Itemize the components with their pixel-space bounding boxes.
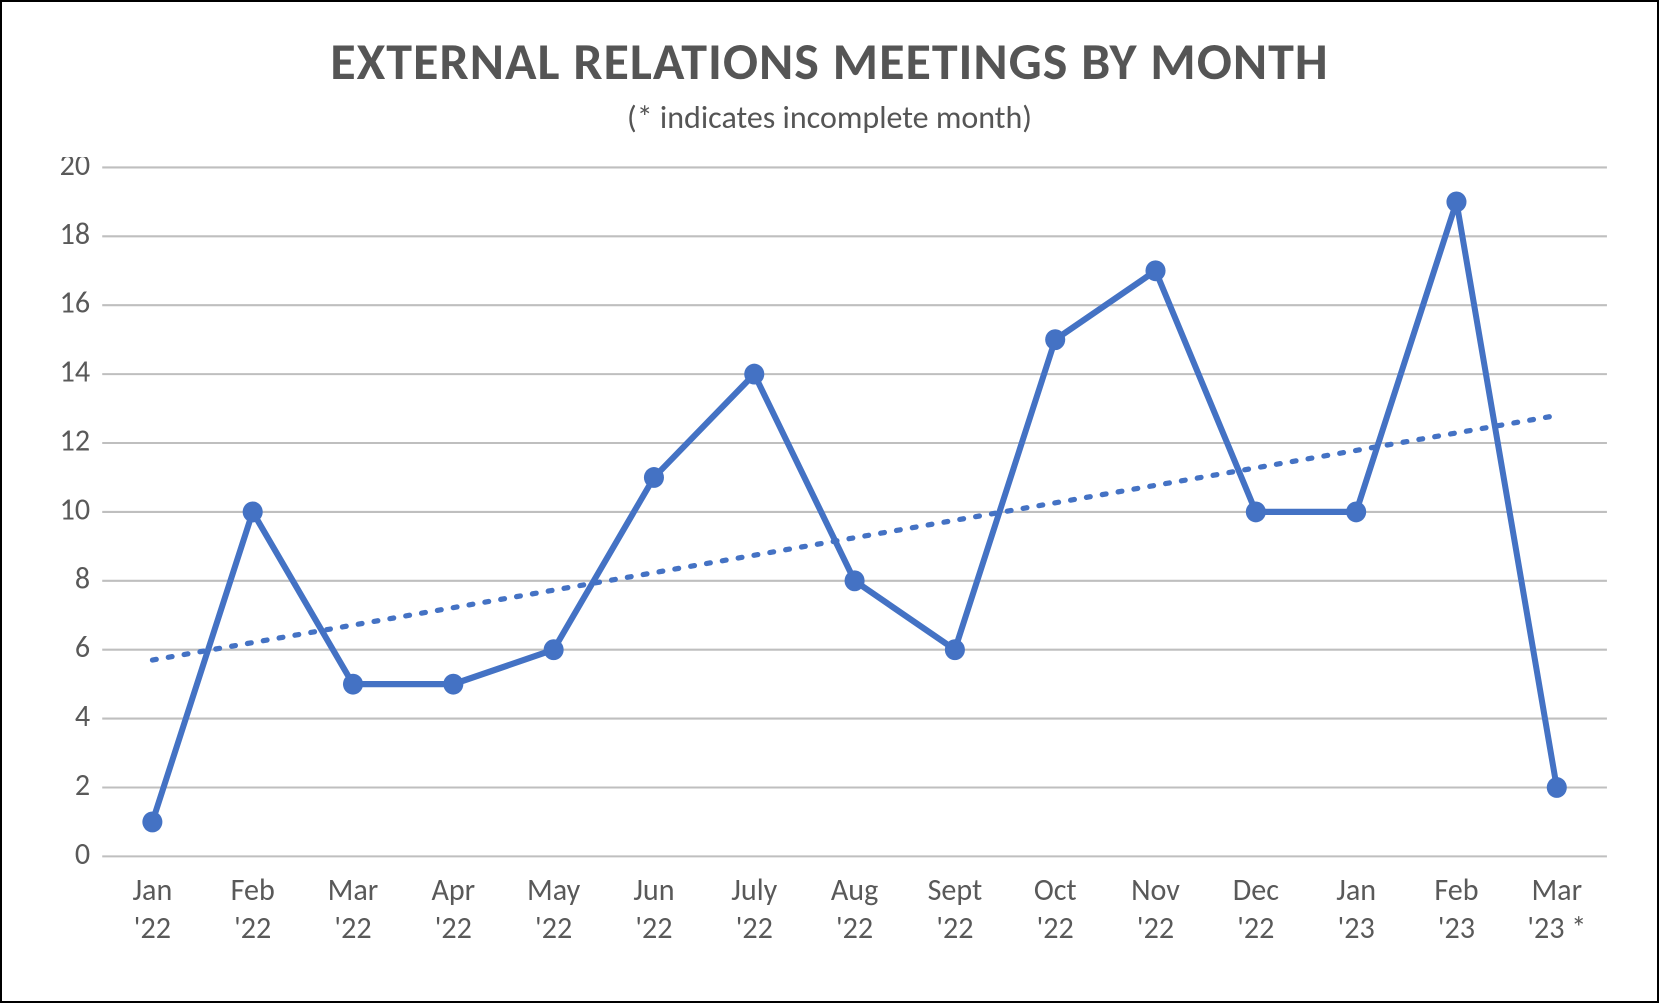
- x-tick-label: Oct'22: [1034, 871, 1077, 946]
- y-tick-label: 0: [75, 835, 90, 873]
- data-marker: [945, 639, 965, 660]
- x-tick-label: Jun'22: [633, 871, 674, 946]
- data-marker: [1145, 260, 1165, 281]
- y-tick-label: 12: [60, 422, 91, 460]
- data-marker: [1346, 501, 1366, 522]
- data-marker: [744, 363, 764, 384]
- y-tick-label: 4: [75, 697, 91, 735]
- x-tick-label: Apr'22: [431, 871, 475, 946]
- x-tick-label: Jan'22: [132, 871, 172, 946]
- chart-svg: 0 2 4 6 8 10 12 14 16 18 20 Jan'22 Feb'22 Mar'22 Apr'2…: [32, 157, 1627, 971]
- x-tick-label: Sept'22: [928, 871, 983, 946]
- y-tick-label: 20: [60, 157, 91, 184]
- chart-title: EXTERNAL RELATIONS MEETINGS BY MONTH: [32, 32, 1627, 92]
- x-tick-label: Mar'23 *: [1527, 871, 1586, 946]
- chart-container: EXTERNAL RELATIONS MEETINGS BY MONTH (* …: [0, 0, 1659, 1003]
- x-tick-label: Aug'22: [831, 871, 878, 946]
- data-marker: [142, 811, 162, 832]
- trend-line: [152, 415, 1556, 660]
- data-marker: [845, 570, 865, 591]
- y-tick-label: 14: [60, 353, 91, 391]
- data-marker: [1446, 191, 1466, 212]
- y-tick-label: 6: [75, 628, 90, 666]
- data-marker: [243, 501, 263, 522]
- data-marker: [1246, 501, 1266, 522]
- data-marker: [343, 674, 363, 695]
- x-tick-label: May'22: [527, 871, 580, 946]
- data-marker: [443, 674, 463, 695]
- y-tick-label: 10: [60, 491, 91, 529]
- x-tick-label: Nov'22: [1131, 871, 1180, 946]
- data-marker: [644, 467, 664, 488]
- x-tick-label: Dec'22: [1233, 871, 1279, 946]
- y-tick-label: 18: [60, 215, 91, 253]
- data-marker: [544, 639, 564, 660]
- y-tick-label: 16: [60, 284, 91, 322]
- x-tick-label: Mar'22: [328, 871, 379, 946]
- x-tick-label: Feb'23: [1434, 871, 1478, 946]
- x-tick-label: Feb'22: [231, 871, 275, 946]
- data-marker: [1045, 329, 1065, 350]
- x-tick-label: July'22: [731, 871, 777, 946]
- data-marker: [1547, 777, 1567, 798]
- chart-subtitle: (* indicates incomplete month): [32, 98, 1627, 137]
- y-tick-label: 2: [75, 766, 90, 804]
- plot-area: 0 2 4 6 8 10 12 14 16 18 20 Jan'22 Feb'22 Mar'22 Apr'2…: [32, 157, 1627, 971]
- x-tick-label: Jan'23: [1336, 871, 1376, 946]
- y-tick-label: 8: [75, 560, 90, 598]
